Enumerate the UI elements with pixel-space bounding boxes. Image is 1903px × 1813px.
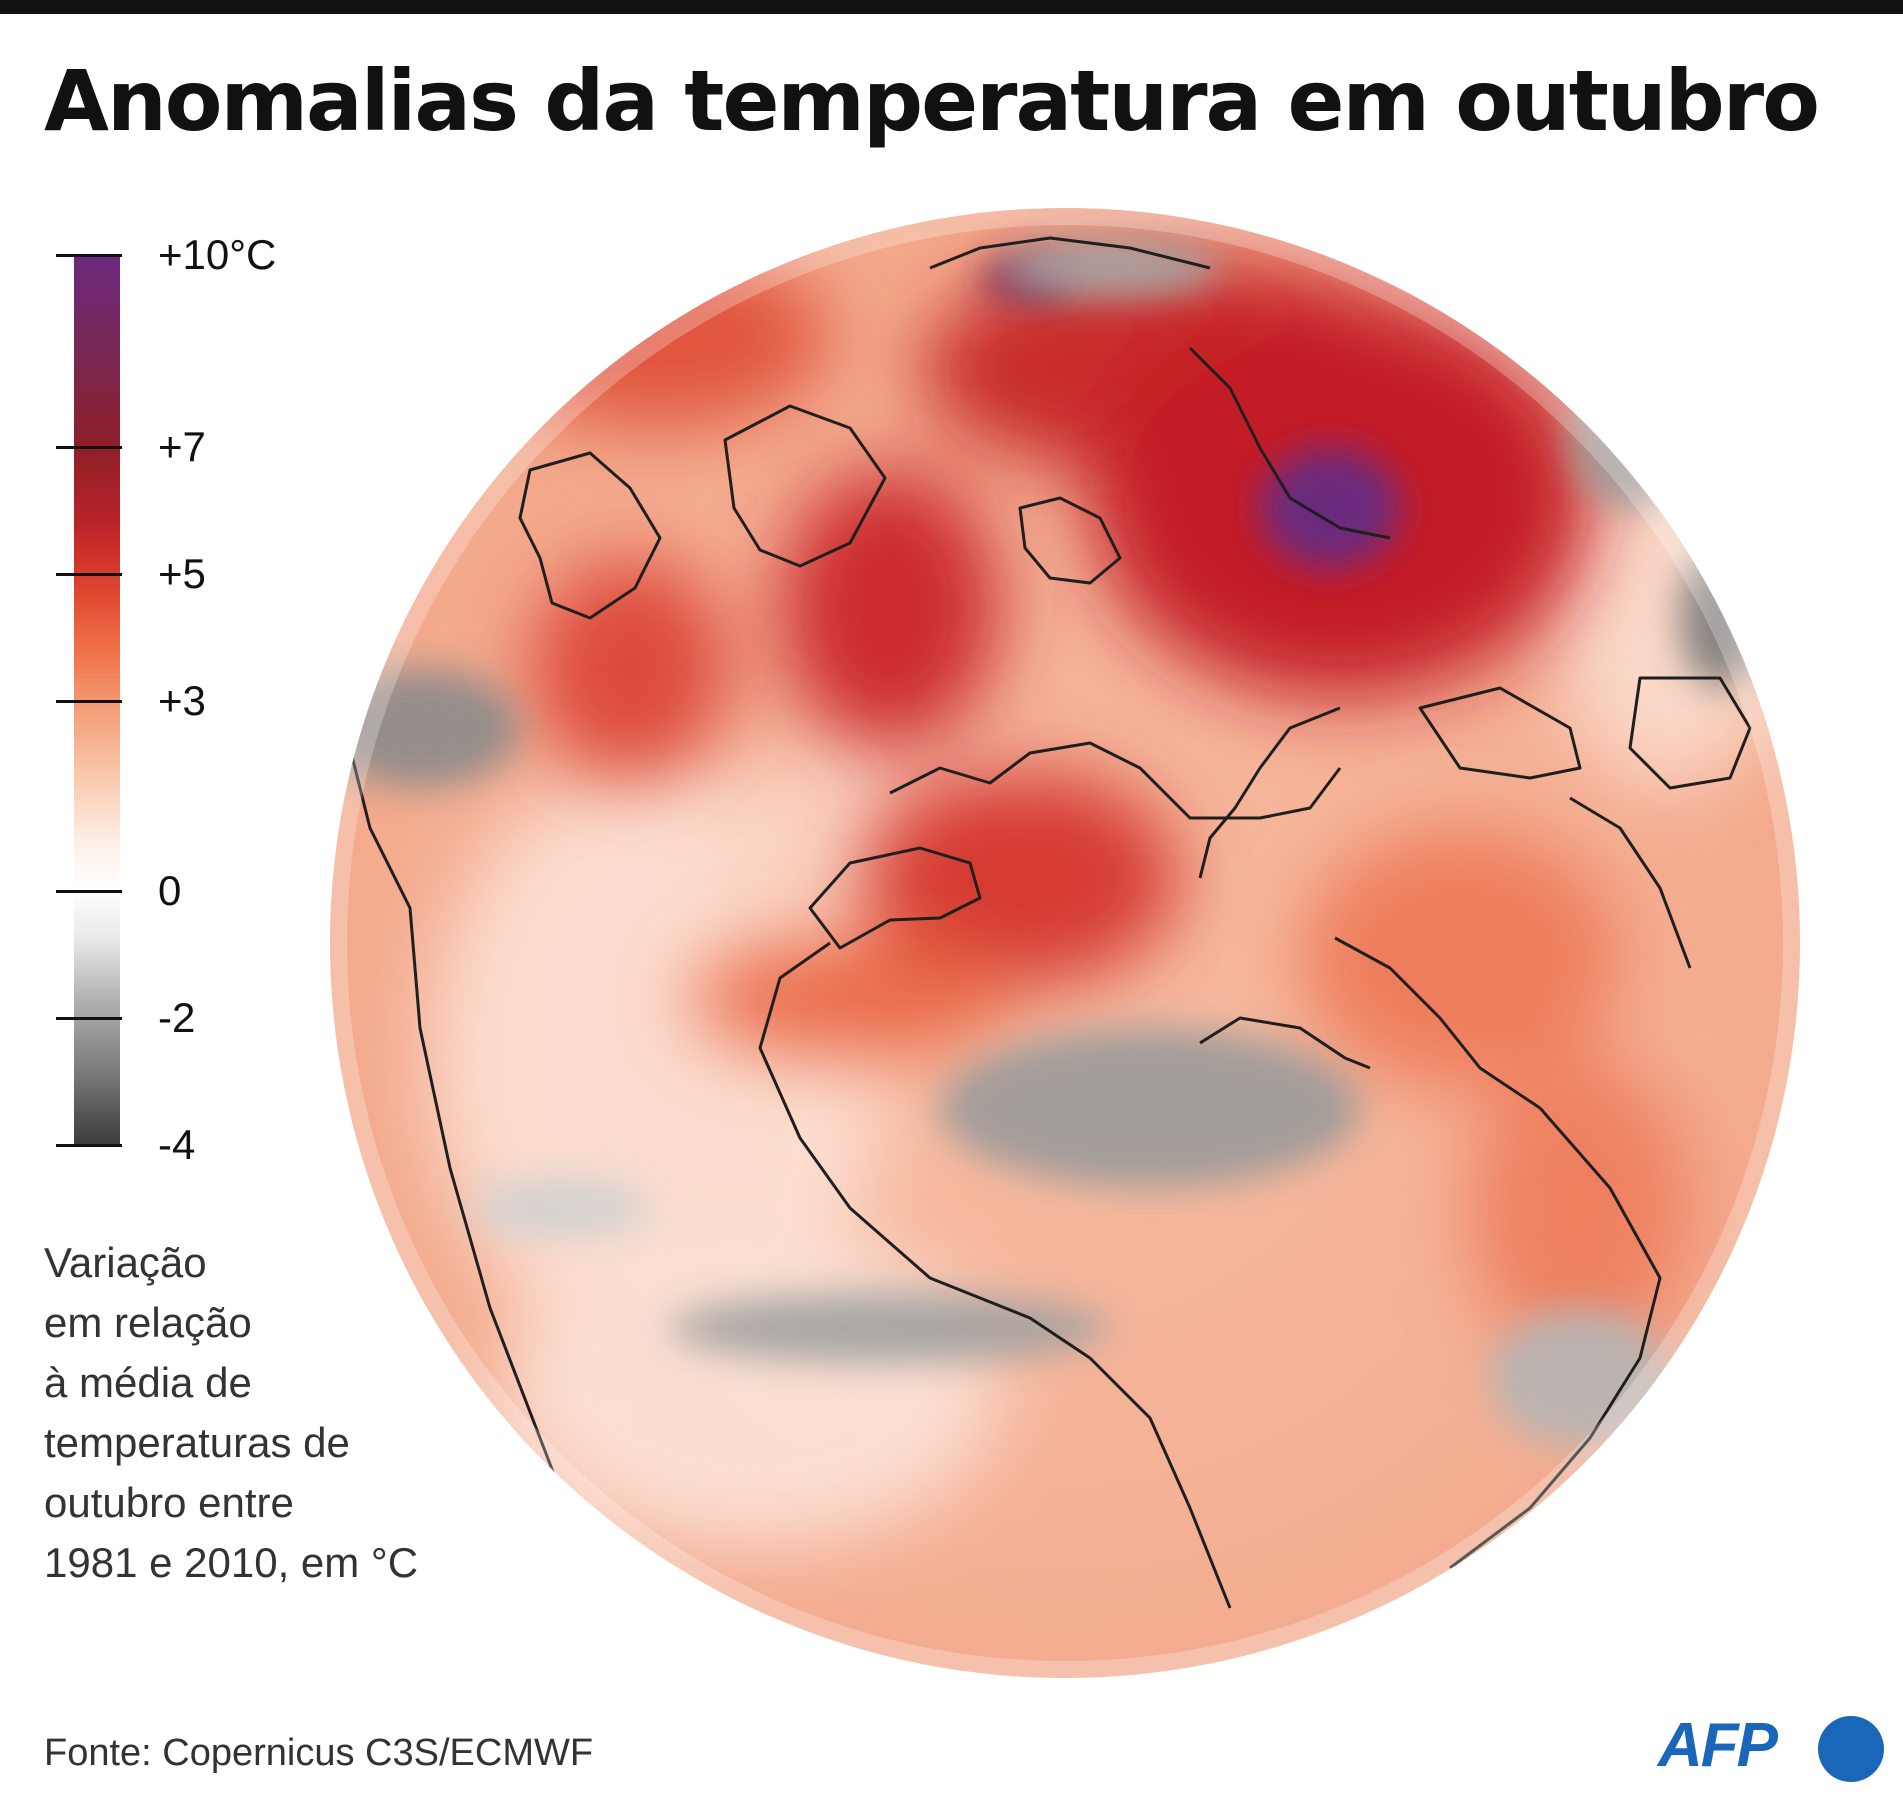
- legend-tick-label: -4: [158, 1121, 196, 1168]
- legend-tick: [56, 1144, 122, 1147]
- top-rule: [0, 0, 1903, 14]
- legend-tick-label: +10°C: [158, 231, 277, 278]
- legend-tick: [56, 573, 122, 576]
- legend-tick-label: +7: [158, 423, 206, 470]
- caption-line: 1981 e 2010, em °C: [44, 1539, 419, 1586]
- legend-tick: [56, 890, 122, 893]
- legend-tick-label: +3: [158, 677, 206, 724]
- legend-caption: Variação em relação à média de temperatu…: [44, 1233, 444, 1593]
- legend-tick: [56, 446, 122, 449]
- caption-line: temperaturas de: [44, 1419, 350, 1466]
- page-title: Anomalias da temperatura em outubro: [44, 52, 1820, 150]
- afp-logo: AFP: [1658, 1700, 1888, 1790]
- caption-line: Variação: [44, 1239, 207, 1286]
- legend-tick-label: -2: [158, 994, 196, 1041]
- legend-tick: [56, 1017, 122, 1020]
- legend-tick-label: +5: [158, 550, 206, 597]
- globe-fill: [330, 208, 1800, 1678]
- legend-tick-label: 0: [158, 867, 182, 914]
- legend-tick: [56, 254, 122, 257]
- caption-line: à média de: [44, 1359, 252, 1406]
- afp-logo-text: AFP: [1658, 1711, 1778, 1780]
- legend-color-bar: [74, 254, 120, 1144]
- color-legend: +10°C +7 +5 +3 0 -2 -4: [56, 231, 356, 1170]
- legend-tick: [56, 700, 122, 703]
- source-note: Fonte: Copernicus C3S/ECMWF: [44, 1732, 594, 1774]
- caption-line: outubro entre: [44, 1479, 294, 1526]
- coastlines: [348, 236, 1752, 1609]
- afp-logo-dot: [1818, 1716, 1884, 1782]
- anomaly-globe-map: [330, 208, 1800, 1678]
- caption-line: em relação: [44, 1299, 252, 1346]
